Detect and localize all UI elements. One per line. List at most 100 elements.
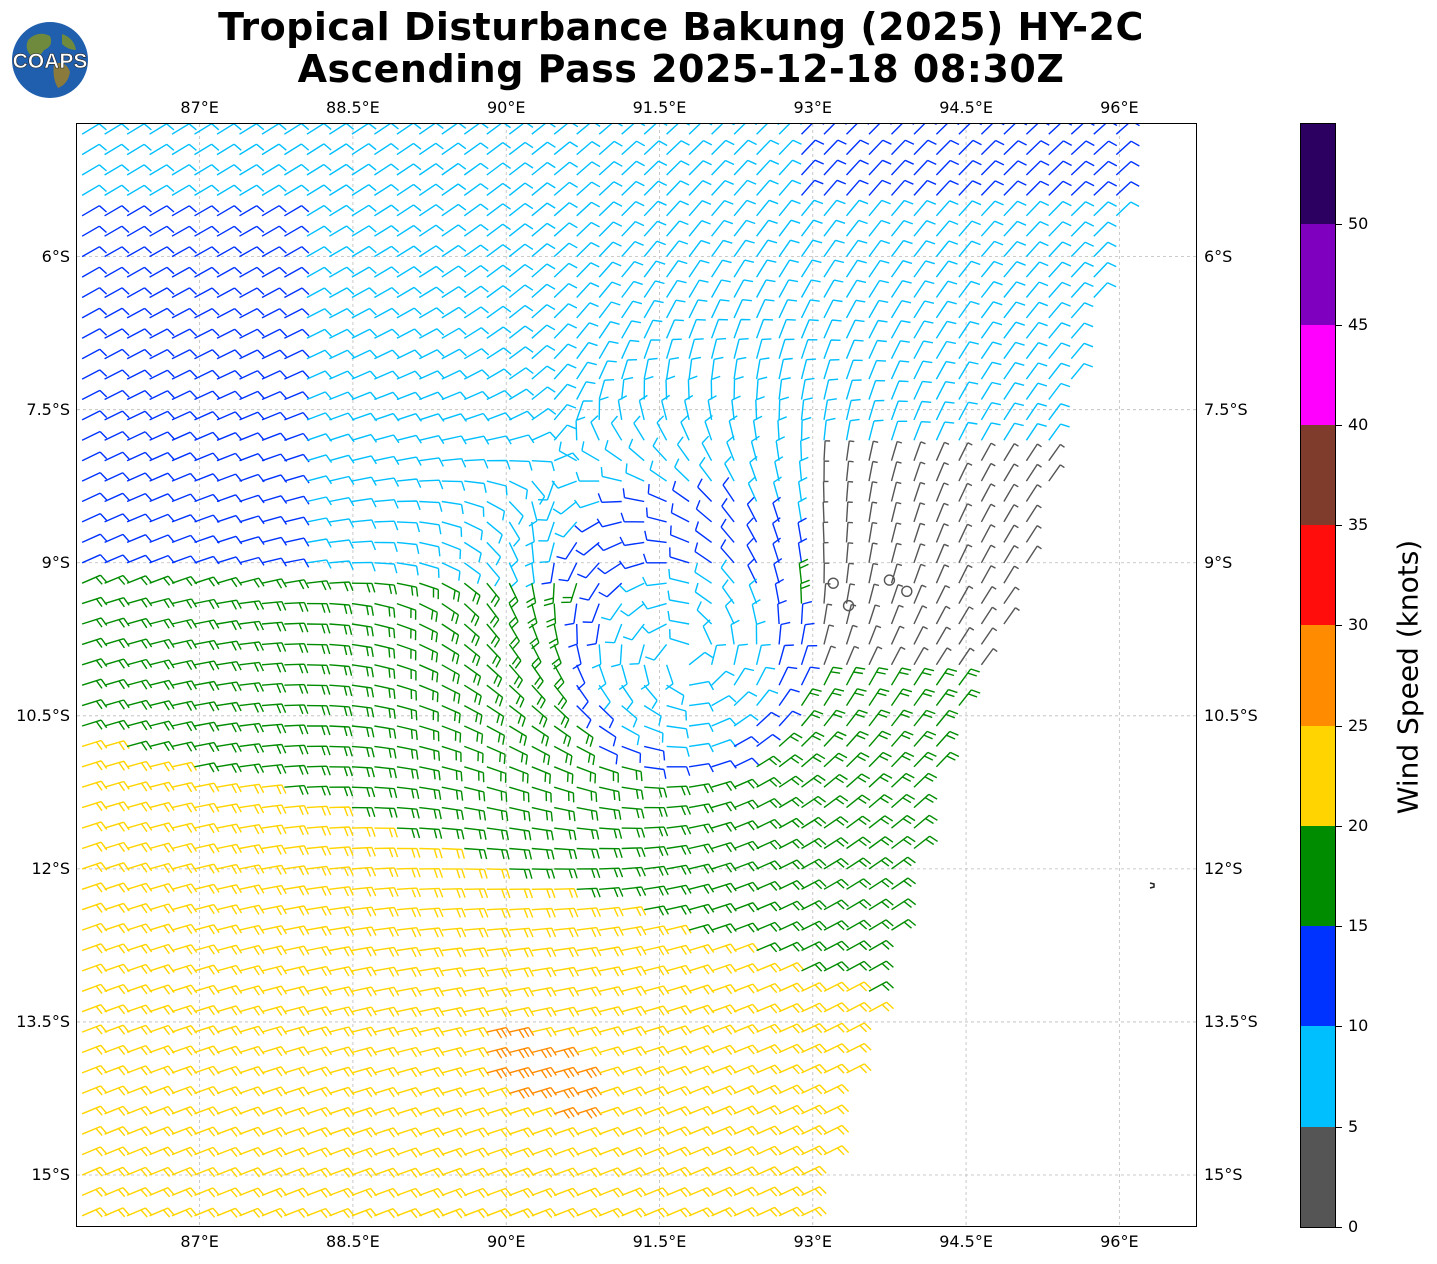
wind-barb	[149, 943, 175, 955]
wind-barb	[935, 159, 960, 176]
wind-barb	[531, 344, 556, 360]
wind-barb	[531, 907, 556, 918]
wind-barb	[846, 815, 871, 829]
wind-barb	[599, 926, 624, 937]
wind-barb	[553, 725, 572, 747]
wind-barb	[778, 732, 803, 747]
wind-barb	[621, 1146, 647, 1158]
colorbar-tick-label: 5	[1348, 1116, 1359, 1136]
wind-barb	[621, 985, 647, 997]
wind-barb	[419, 370, 445, 380]
colorbar-tick-mark	[1336, 825, 1342, 827]
wind-barb	[329, 560, 354, 570]
wind-barb	[149, 472, 175, 482]
wind-barb	[621, 300, 643, 319]
wind-barb	[823, 1022, 850, 1033]
wind-barb	[1070, 302, 1094, 319]
wind-barb	[643, 725, 664, 743]
wind-barb	[149, 923, 175, 934]
wind-barb	[531, 745, 551, 766]
wind-barb	[126, 328, 153, 339]
wind-barb	[823, 645, 836, 666]
latitude-tick-label: 9°S	[41, 552, 70, 572]
wind-barb	[868, 583, 880, 604]
wind-barb	[418, 124, 444, 135]
wind-barb	[1003, 443, 1019, 462]
wind-barb	[1003, 524, 1019, 543]
wind-barb	[81, 760, 108, 771]
wind-barb	[441, 458, 467, 468]
wind-barb	[801, 774, 826, 788]
wind-barb	[913, 240, 936, 258]
wind-barb	[149, 1187, 175, 1198]
wind-barb	[845, 562, 854, 584]
wind-barb	[868, 857, 894, 870]
wind-barb	[284, 601, 309, 612]
wind-barb	[306, 725, 331, 736]
wind-barb	[890, 646, 906, 666]
wind-barb	[531, 947, 557, 958]
wind-barb	[621, 847, 646, 858]
wind-barb	[958, 341, 979, 360]
wind-barb	[688, 299, 708, 319]
wind-barb	[126, 164, 152, 176]
wind-barb	[554, 847, 578, 860]
wind-barb	[599, 1046, 625, 1057]
wind-barb	[1070, 140, 1095, 156]
wind-barb	[800, 319, 819, 339]
wind-barb	[868, 199, 891, 217]
wind-barb	[149, 328, 175, 339]
wind-barb	[508, 284, 534, 299]
wind-barb	[666, 864, 692, 875]
wind-barb	[374, 643, 396, 659]
wind-barb	[194, 883, 220, 894]
wind-barb	[239, 473, 265, 483]
wind-barb	[463, 623, 480, 647]
wind-barb	[1003, 341, 1025, 360]
wind-barb	[621, 1086, 647, 1097]
wind-barb	[351, 1026, 377, 1037]
wind-barb	[666, 984, 692, 996]
wind-barb	[149, 307, 175, 319]
wind-barb	[1093, 241, 1117, 258]
wind-barb	[823, 1145, 850, 1156]
wind-barb	[531, 324, 556, 339]
wind-barb	[576, 868, 601, 879]
colorbar-segment	[1301, 324, 1335, 425]
wind-barb	[1048, 342, 1071, 360]
wind-barb	[531, 1147, 557, 1158]
wind-barb	[643, 1106, 670, 1117]
wind-barb	[733, 279, 754, 298]
wind-barb	[396, 986, 422, 998]
wind-barb	[486, 1187, 513, 1199]
wind-barb	[913, 320, 934, 339]
wind-barb	[774, 578, 785, 604]
wind-barb	[486, 603, 500, 628]
wind-barb	[81, 596, 108, 608]
wind-barb	[1048, 443, 1065, 462]
wind-barb	[419, 1006, 445, 1018]
wind-barb	[891, 772, 915, 788]
colorbar-tick-mark	[1336, 224, 1342, 226]
wind-barb	[486, 643, 502, 668]
wind-barb	[486, 725, 506, 745]
wind-barb	[194, 924, 220, 935]
wind-barb	[695, 499, 713, 523]
wind-barb	[621, 339, 640, 359]
wind-barb	[261, 370, 288, 380]
wind-barb	[486, 244, 511, 258]
wind-barb	[171, 307, 198, 319]
wind-barb	[800, 397, 813, 420]
wind-barb	[329, 225, 355, 237]
wind-barb	[329, 986, 355, 997]
wind-barb	[441, 907, 467, 918]
wind-barb	[171, 822, 198, 833]
wind-barb	[463, 183, 489, 196]
wind-barb	[1048, 261, 1072, 278]
wind-barb	[621, 806, 645, 819]
wind-barb	[890, 320, 911, 339]
wind-barb	[509, 766, 529, 784]
wind-barb	[868, 521, 878, 543]
wind-barb	[486, 1087, 512, 1098]
wind-barb	[801, 837, 827, 850]
